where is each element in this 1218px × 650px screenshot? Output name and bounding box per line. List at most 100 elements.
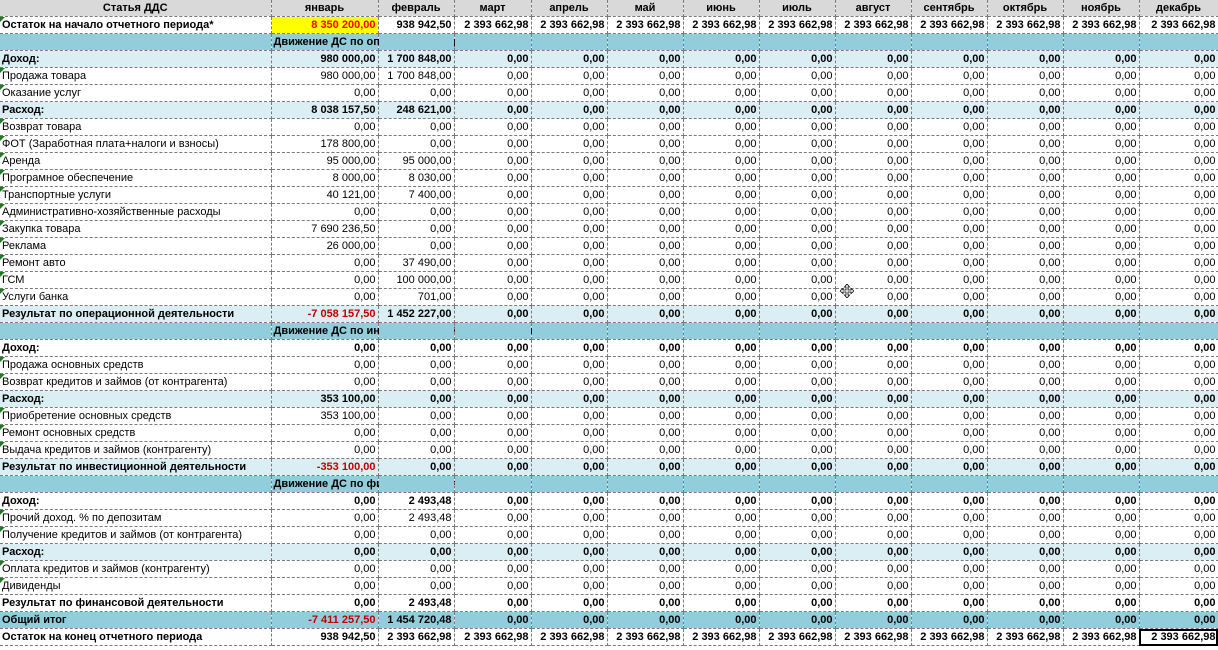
value-cell[interactable]: 0,00 bbox=[987, 526, 1064, 544]
value-cell[interactable]: 0,00 bbox=[607, 509, 684, 527]
value-cell[interactable]: 0,00 bbox=[607, 441, 684, 459]
value-cell[interactable]: 0,00 bbox=[454, 254, 532, 272]
cell[interactable] bbox=[911, 33, 988, 51]
value-cell[interactable]: 0,00 bbox=[987, 169, 1064, 187]
value-cell[interactable]: 0,00 bbox=[1139, 169, 1218, 187]
value-cell[interactable]: 0,00 bbox=[835, 577, 912, 595]
value-cell[interactable]: 0,00 bbox=[683, 288, 760, 306]
value-cell[interactable]: 0,00 bbox=[759, 237, 836, 255]
value-cell[interactable]: 0,00 bbox=[454, 492, 532, 510]
value-cell[interactable]: 0,00 bbox=[987, 220, 1064, 238]
value-cell[interactable]: 0,00 bbox=[454, 577, 532, 595]
value-cell[interactable]: 0,00 bbox=[454, 458, 532, 476]
value-cell[interactable]: 0,00 bbox=[1063, 339, 1140, 357]
value-cell[interactable]: 0,00 bbox=[911, 186, 988, 204]
value-cell[interactable]: 0,00 bbox=[911, 67, 988, 85]
value-cell[interactable]: 0,00 bbox=[987, 407, 1064, 425]
cell[interactable] bbox=[1139, 475, 1218, 493]
value-cell[interactable]: 0,00 bbox=[1139, 356, 1218, 374]
cell[interactable] bbox=[911, 322, 988, 340]
value-cell[interactable]: 353 100,00 bbox=[271, 390, 379, 408]
value-cell[interactable]: 0,00 bbox=[911, 339, 988, 357]
section-title[interactable]: Движение ДС по финансовой деятельности bbox=[271, 475, 515, 493]
value-cell[interactable]: 0,00 bbox=[987, 305, 1064, 323]
value-cell[interactable]: 0,00 bbox=[454, 594, 532, 612]
value-cell[interactable]: 0,00 bbox=[1139, 50, 1218, 68]
value-cell[interactable]: 0,00 bbox=[987, 424, 1064, 442]
value-cell[interactable]: 0,00 bbox=[987, 237, 1064, 255]
col-header[interactable]: июнь bbox=[683, 0, 760, 17]
value-cell[interactable]: 0,00 bbox=[911, 169, 988, 187]
value-cell[interactable]: 0,00 bbox=[531, 441, 608, 459]
value-cell[interactable]: 0,00 bbox=[454, 50, 532, 68]
row-label[interactable]: Доход: bbox=[0, 339, 272, 357]
value-cell[interactable]: 0,00 bbox=[531, 254, 608, 272]
col-header[interactable]: октябрь bbox=[987, 0, 1064, 17]
value-cell[interactable]: 0,00 bbox=[911, 492, 988, 510]
value-cell[interactable]: 0,00 bbox=[759, 67, 836, 85]
value-cell[interactable]: 0,00 bbox=[531, 526, 608, 544]
value-cell[interactable]: 0,00 bbox=[759, 254, 836, 272]
row-label[interactable]: ФОТ (Заработная плата+налоги и взносы) bbox=[0, 135, 272, 153]
value-cell[interactable]: 0,00 bbox=[378, 356, 455, 374]
value-cell[interactable]: 0,00 bbox=[911, 543, 988, 561]
value-cell[interactable]: 0,00 bbox=[607, 169, 684, 187]
value-cell[interactable]: 0,00 bbox=[835, 509, 912, 527]
value-cell[interactable]: 0,00 bbox=[531, 560, 608, 578]
value-cell[interactable]: 2 493,48 bbox=[378, 509, 455, 527]
value-cell[interactable]: 0,00 bbox=[987, 101, 1064, 119]
value-cell[interactable]: 0,00 bbox=[1063, 356, 1140, 374]
value-cell[interactable]: 0,00 bbox=[911, 288, 988, 306]
cell[interactable] bbox=[1063, 475, 1140, 493]
value-cell[interactable]: 0,00 bbox=[1063, 441, 1140, 459]
value-cell[interactable]: 0,00 bbox=[454, 169, 532, 187]
value-cell[interactable]: 0,00 bbox=[683, 101, 760, 119]
cell[interactable] bbox=[454, 322, 532, 340]
cell[interactable] bbox=[531, 33, 608, 51]
value-cell[interactable]: 0,00 bbox=[454, 203, 532, 221]
value-cell[interactable]: 0,00 bbox=[531, 135, 608, 153]
col-header[interactable]: май bbox=[607, 0, 684, 17]
value-cell[interactable]: 0,00 bbox=[835, 118, 912, 136]
value-cell[interactable]: 0,00 bbox=[531, 390, 608, 408]
value-cell[interactable]: 0,00 bbox=[607, 305, 684, 323]
value-cell[interactable]: 0,00 bbox=[683, 424, 760, 442]
value-cell[interactable]: 100 000,00 bbox=[378, 271, 455, 289]
row-label[interactable]: Расход: bbox=[0, 543, 272, 561]
value-cell[interactable]: 938 942,50 bbox=[271, 628, 379, 646]
value-cell[interactable]: 0,00 bbox=[1139, 390, 1218, 408]
value-cell[interactable]: 0,00 bbox=[759, 288, 836, 306]
value-cell[interactable]: 0,00 bbox=[987, 339, 1064, 357]
value-cell[interactable]: 0,00 bbox=[759, 373, 836, 391]
value-cell[interactable]: 0,00 bbox=[987, 50, 1064, 68]
value-cell[interactable]: 0,00 bbox=[1139, 135, 1218, 153]
value-cell[interactable]: 0,00 bbox=[987, 118, 1064, 136]
cell[interactable] bbox=[683, 475, 760, 493]
value-cell[interactable]: 0,00 bbox=[759, 560, 836, 578]
cell[interactable] bbox=[835, 475, 912, 493]
value-cell[interactable]: 178 800,00 bbox=[271, 135, 379, 153]
value-cell[interactable]: 0,00 bbox=[1139, 237, 1218, 255]
value-cell[interactable]: 0,00 bbox=[835, 101, 912, 119]
value-cell[interactable]: 0,00 bbox=[454, 271, 532, 289]
value-cell[interactable]: 0,00 bbox=[531, 288, 608, 306]
value-cell[interactable]: 40 121,00 bbox=[271, 186, 379, 204]
value-cell[interactable]: 0,00 bbox=[378, 458, 455, 476]
value-cell[interactable]: 0,00 bbox=[911, 305, 988, 323]
value-cell[interactable]: 0,00 bbox=[683, 509, 760, 527]
value-cell[interactable]: 0,00 bbox=[987, 373, 1064, 391]
value-cell[interactable]: 0,00 bbox=[835, 203, 912, 221]
value-cell[interactable]: 0,00 bbox=[835, 84, 912, 102]
value-cell[interactable]: 0,00 bbox=[759, 577, 836, 595]
value-cell[interactable]: 0,00 bbox=[987, 203, 1064, 221]
value-cell[interactable]: 0,00 bbox=[1063, 594, 1140, 612]
value-cell[interactable]: 2 393 662,98 bbox=[987, 16, 1064, 34]
value-cell[interactable]: 0,00 bbox=[911, 373, 988, 391]
value-cell[interactable]: 0,00 bbox=[1063, 220, 1140, 238]
value-cell[interactable]: 0,00 bbox=[683, 186, 760, 204]
value-cell[interactable]: 0,00 bbox=[987, 611, 1064, 629]
col-header[interactable]: август bbox=[835, 0, 912, 17]
value-cell[interactable]: 0,00 bbox=[531, 424, 608, 442]
value-cell[interactable]: 0,00 bbox=[1139, 611, 1218, 629]
value-cell[interactable]: 0,00 bbox=[271, 356, 379, 374]
